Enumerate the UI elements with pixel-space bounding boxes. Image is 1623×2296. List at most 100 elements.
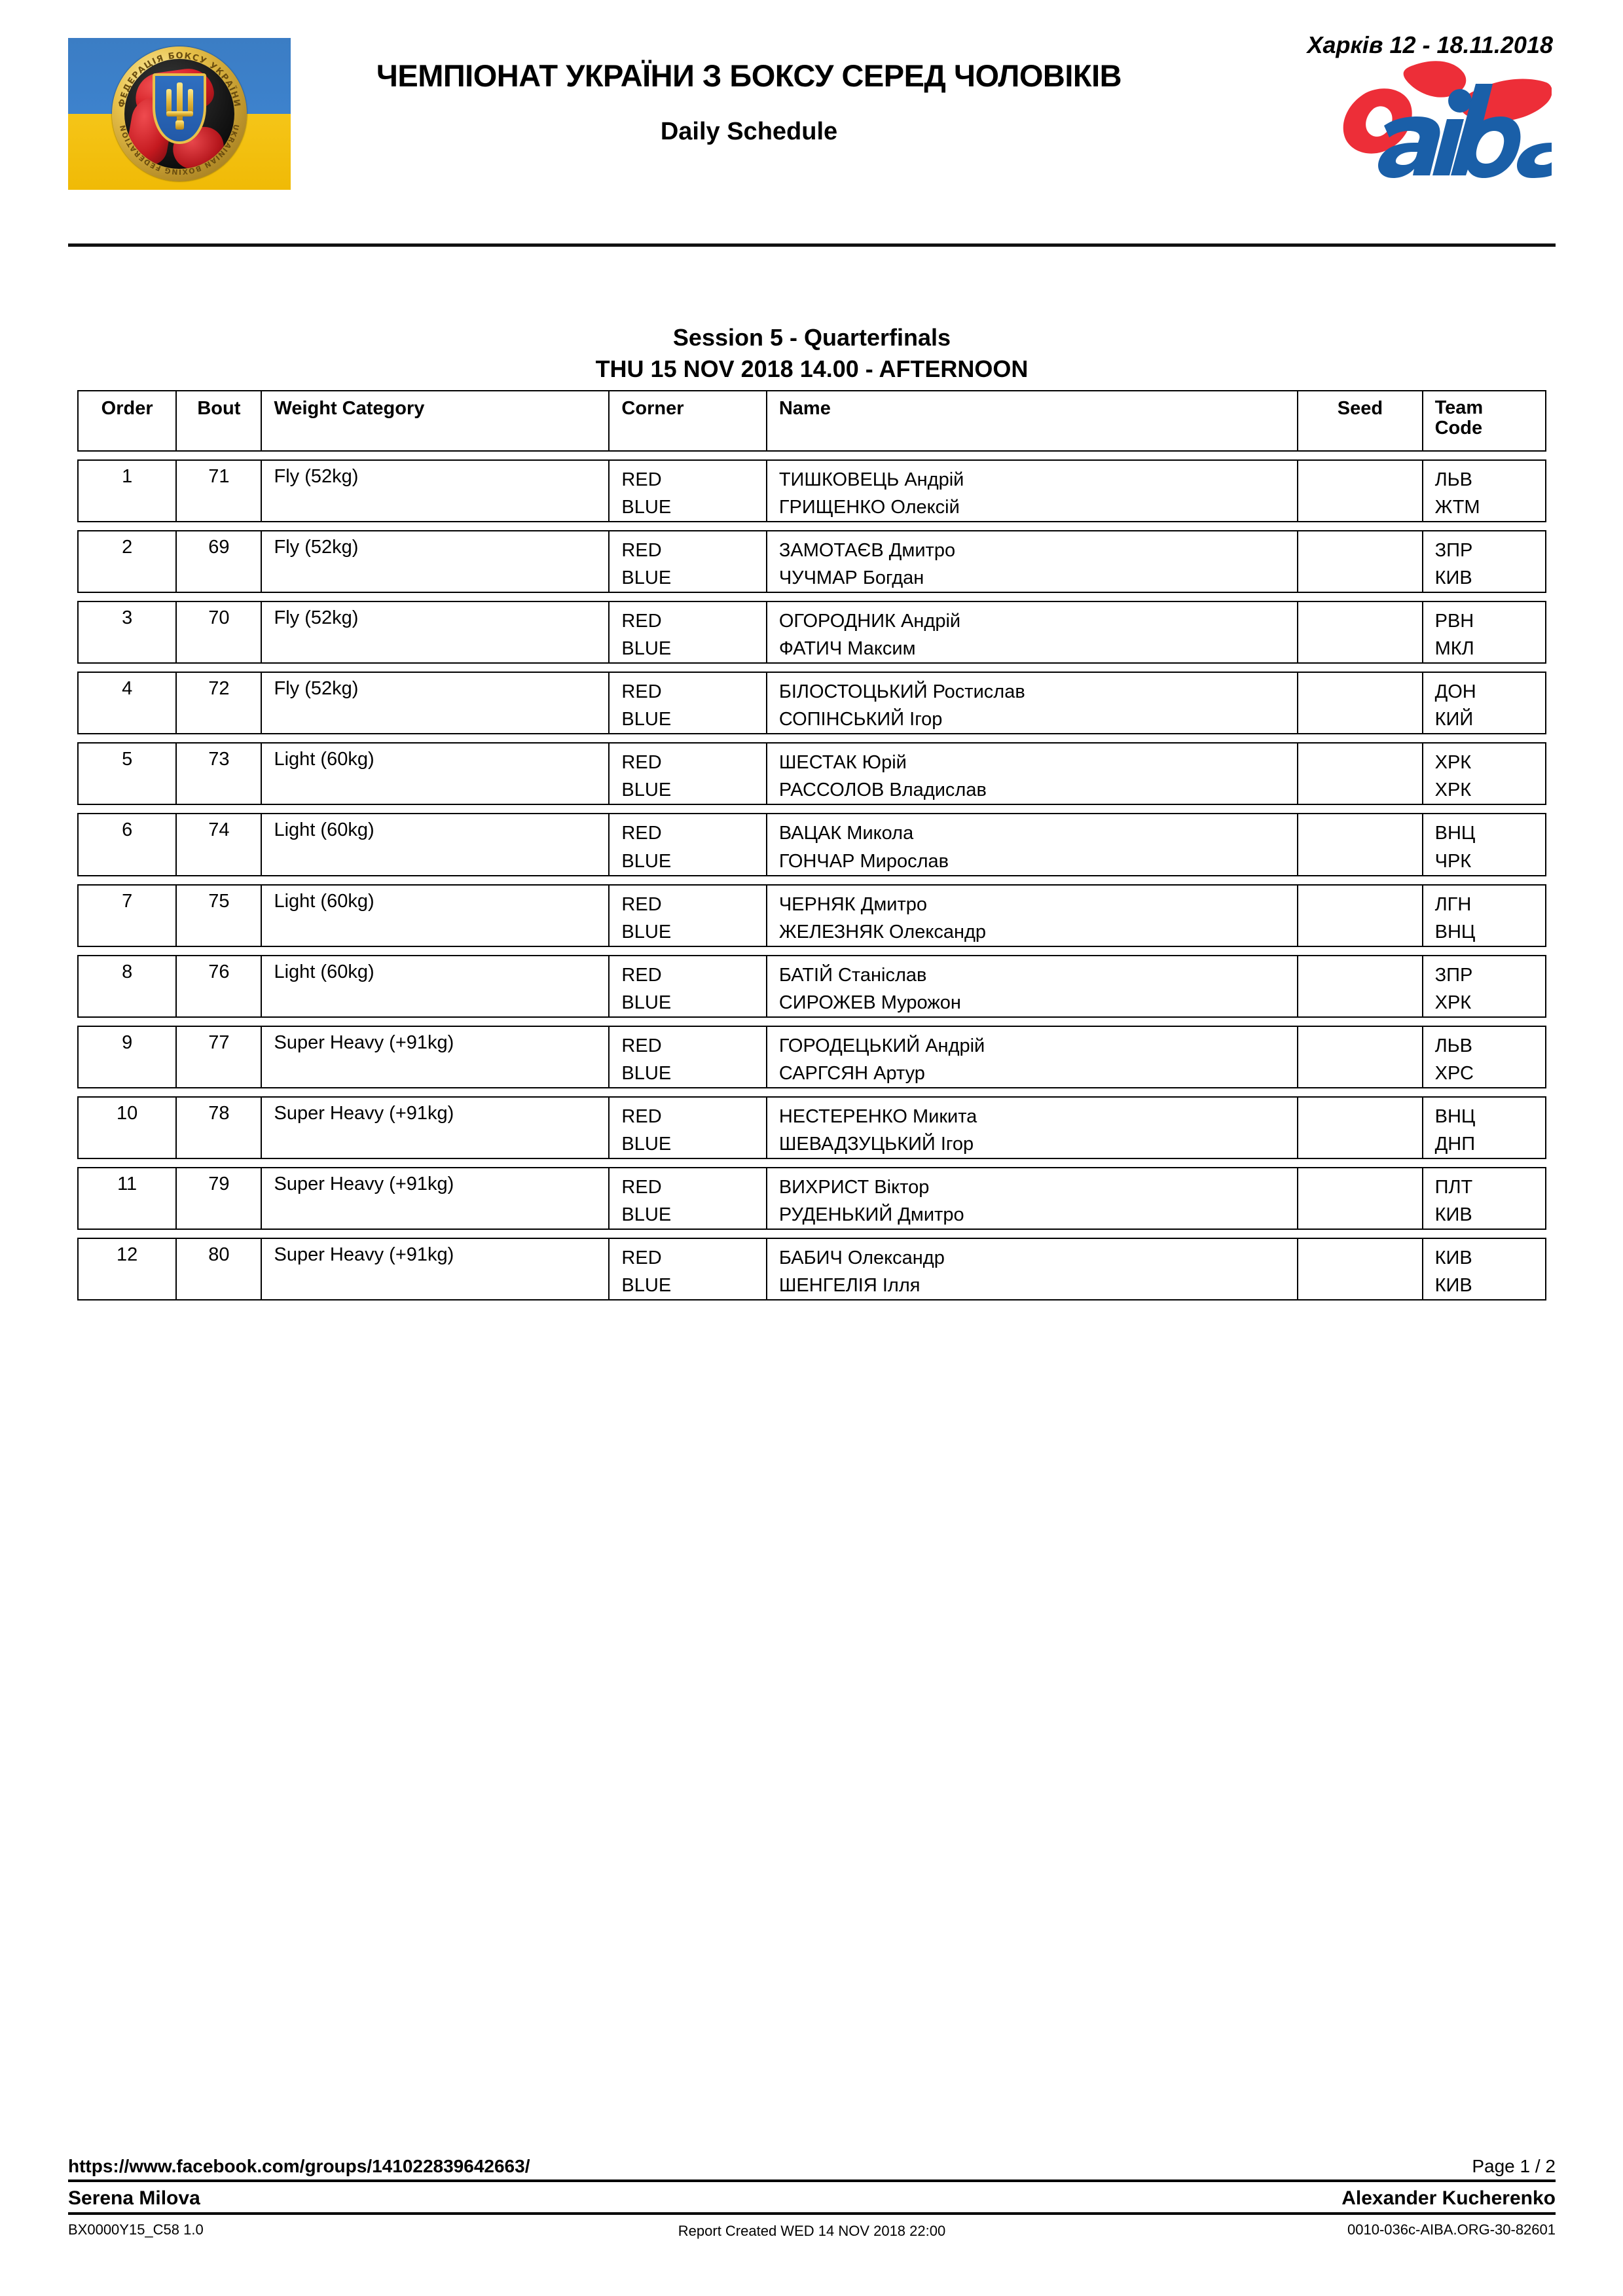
cell-weight-category: Light (60kg)	[274, 749, 374, 770]
cell-weight-category: Light (60kg)	[274, 819, 374, 841]
header-divider	[68, 243, 1556, 247]
table-row: 2 69 Fly (52kg) RED BLUE ЗАМОТАЄВ Дмитро ЧУЧМА…	[77, 530, 1547, 594]
cell-names: ЗАМОТАЄВ Дмитро ЧУЧМАР Богдан	[778, 540, 956, 589]
page-footer: https://www.facebook.com/groups/14102283…	[68, 2149, 1556, 2241]
cell-seed	[1298, 1027, 1421, 1087]
cell-weight-category: Fly (52kg)	[274, 678, 359, 700]
cell-corner: RED BLUE	[621, 540, 672, 589]
table-row: 11 79 Super Heavy (+91kg) RED BLUE ВИХРИСТ Ві…	[77, 1166, 1547, 1230]
column-header-team-code-line1: Team	[1434, 397, 1484, 418]
official-right-name: Alexander Kucherenko	[1341, 2187, 1556, 2209]
session-title: Session 5 - Quarterfinals	[672, 324, 951, 351]
cell-bout: 73	[208, 749, 230, 770]
column-header-seed: Seed	[1337, 398, 1383, 419]
cell-bout: 70	[208, 607, 230, 629]
cell-order: 6	[122, 819, 133, 841]
cell-weight-category: Super Heavy (+91kg)	[274, 1031, 454, 1053]
cell-names: ЧЕРНЯК Дмитро ЖЕЛЕЗНЯК Олександр	[778, 893, 987, 942]
cell-weight-category: Fly (52kg)	[274, 466, 359, 487]
table-row: 12 80 Super Heavy (+91kg) RED BLUE БАБИЧ Олек…	[77, 1238, 1547, 1301]
cell-bout: 69	[208, 537, 230, 558]
cell-order: 11	[117, 1173, 137, 1194]
cell-seed	[1298, 956, 1421, 1016]
cell-order: 8	[122, 961, 133, 982]
cell-team-code: ЛЬВ ЖТМ	[1434, 469, 1480, 518]
facebook-group-link[interactable]: https://www.facebook.com/groups/14102283…	[68, 2156, 530, 2176]
logo-inner-disc	[124, 59, 234, 169]
table-header-row: Order Bout Weight Category Corner Name S…	[77, 390, 1547, 452]
column-header-corner: Corner	[621, 398, 684, 419]
cell-order: 12	[117, 1244, 138, 1266]
cell-corner: RED BLUE	[621, 893, 672, 942]
cell-seed	[1298, 602, 1421, 662]
cell-seed	[1298, 744, 1421, 804]
column-header-team-code-line2: Code	[1434, 418, 1483, 439]
cell-corner: RED BLUE	[621, 752, 672, 801]
table-row: 3 70 Fly (52kg) RED BLUE ОГОРОДНИК Андрій ФАТИ…	[77, 601, 1547, 664]
cell-team-code: ЗПР КИВ	[1434, 540, 1473, 589]
table-row: 7 75 Light (60kg) RED BLUE ЧЕРНЯК Дмитро ЖЕЛЕЗ…	[77, 884, 1547, 947]
official-left-name: Serena Milova	[68, 2187, 200, 2209]
cell-seed	[1298, 814, 1421, 874]
ukraine-coat-of-arms-icon	[153, 73, 206, 144]
cell-weight-category: Light (60kg)	[274, 961, 374, 982]
cell-bout: 72	[208, 678, 230, 700]
cell-corner: RED BLUE	[621, 611, 672, 660]
table-row: 4 72 Fly (52kg) RED BLUE БІЛОСТОЦЬКИЙ Ростисл…	[77, 672, 1547, 735]
cell-order: 2	[122, 537, 133, 558]
table-row: 8 76 Light (60kg) RED BLUE БАТІЙ Станіслав СИР…	[77, 954, 1547, 1018]
cell-team-code: ЗПР ХРК	[1434, 964, 1473, 1013]
column-header-order: Order	[101, 398, 153, 419]
cell-team-code: ВНЦ ЧРК	[1434, 823, 1476, 872]
cell-corner: RED BLUE	[621, 469, 672, 518]
cell-names: ОГОРОДНИК Андрій ФАТИЧ Максим	[778, 611, 961, 660]
page-number: Page 1 / 2	[1472, 2156, 1556, 2176]
cell-corner: RED BLUE	[621, 1176, 672, 1225]
cell-seed	[1298, 1239, 1421, 1299]
tryzub-icon	[162, 82, 196, 131]
cell-team-code: РВН МКЛ	[1434, 611, 1474, 660]
session-datetime: THU 15 NOV 2018 14.00 - AFTERNOON	[595, 355, 1029, 382]
cell-seed	[1298, 1168, 1421, 1229]
cell-weight-category: Fly (52kg)	[274, 537, 359, 558]
cell-order: 1	[122, 466, 133, 487]
cell-names: ВАЦАК Микола ГОНЧАР Мирослав	[778, 823, 949, 872]
system-code: 0010-036c-AIBA.ORG-30-82601	[1347, 2221, 1556, 2238]
cell-weight-category: Super Heavy (+91kg)	[274, 1244, 454, 1266]
cell-order: 4	[122, 678, 133, 700]
cell-team-code: ВНЦ ДНП	[1434, 1105, 1476, 1155]
table-body: 1 71 Fly (52kg) RED BLUE ТИШКОВЕЦЬ Андрій ГРИЩ…	[77, 459, 1547, 1301]
page-header: ФЕДЕРАЦІЯ БОКСУ УКРАЇНИ UKRAINIAN BOXING…	[68, 20, 1556, 223]
table-row: 1 71 Fly (52kg) RED BLUE ТИШКОВЕЦЬ Андрій ГРИЩ…	[77, 459, 1547, 523]
cell-names: ГОРОДЕЦЬКИЙ Андрій САРГСЯН Артур	[778, 1035, 985, 1084]
cell-seed	[1298, 673, 1421, 733]
cell-names: ВИХРИСТ Віктор РУДЕНЬКИЙ Дмитро	[778, 1176, 964, 1225]
cell-team-code: ЛЬВ ХРС	[1434, 1035, 1474, 1084]
table-row: 5 73 Light (60kg) RED BLUE ШЕСТАК Юрій РАССОЛО…	[77, 742, 1547, 806]
cell-corner: RED BLUE	[621, 1105, 672, 1155]
cell-seed	[1298, 461, 1421, 521]
cell-team-code: ПЛТ КИВ	[1434, 1176, 1473, 1225]
cell-order: 3	[122, 607, 133, 629]
event-date-label: Харків 12 - 18.11.2018	[1307, 31, 1553, 58]
cell-weight-category: Light (60kg)	[274, 890, 374, 912]
cell-corner: RED BLUE	[621, 1035, 672, 1084]
cell-bout: 80	[208, 1244, 230, 1266]
cell-seed	[1298, 1098, 1421, 1158]
cell-corner: RED BLUE	[621, 681, 672, 730]
table-row: 9 77 Super Heavy (+91kg) RED BLUE ГОРОДЕЦЬКИЙ…	[77, 1025, 1547, 1088]
cell-bout: 74	[208, 819, 230, 841]
cell-team-code: КИВ КИВ	[1434, 1247, 1472, 1297]
column-header-bout: Bout	[197, 398, 241, 419]
cell-team-code: ХРК ХРК	[1434, 752, 1472, 801]
cell-names: ШЕСТАК Юрій РАССОЛОВ Владислав	[778, 752, 987, 801]
cell-corner: RED BLUE	[621, 823, 672, 872]
column-header-name: Name	[778, 398, 831, 419]
table-row: 6 74 Light (60kg) RED BLUE ВАЦАК Микола ГОНЧАР…	[77, 813, 1547, 876]
cell-seed	[1298, 886, 1421, 946]
document-code: BX0000Y15_C58 1.0	[68, 2221, 204, 2238]
cell-names: БІЛОСТОЦЬКИЙ Ростислав СОПІНСЬКИЙ Ігор	[778, 681, 1025, 730]
cell-order: 5	[122, 749, 133, 770]
cell-names: НЕСТЕРЕНКО Микита ШЕВАДЗУЦЬКИЙ Ігор	[778, 1105, 977, 1155]
